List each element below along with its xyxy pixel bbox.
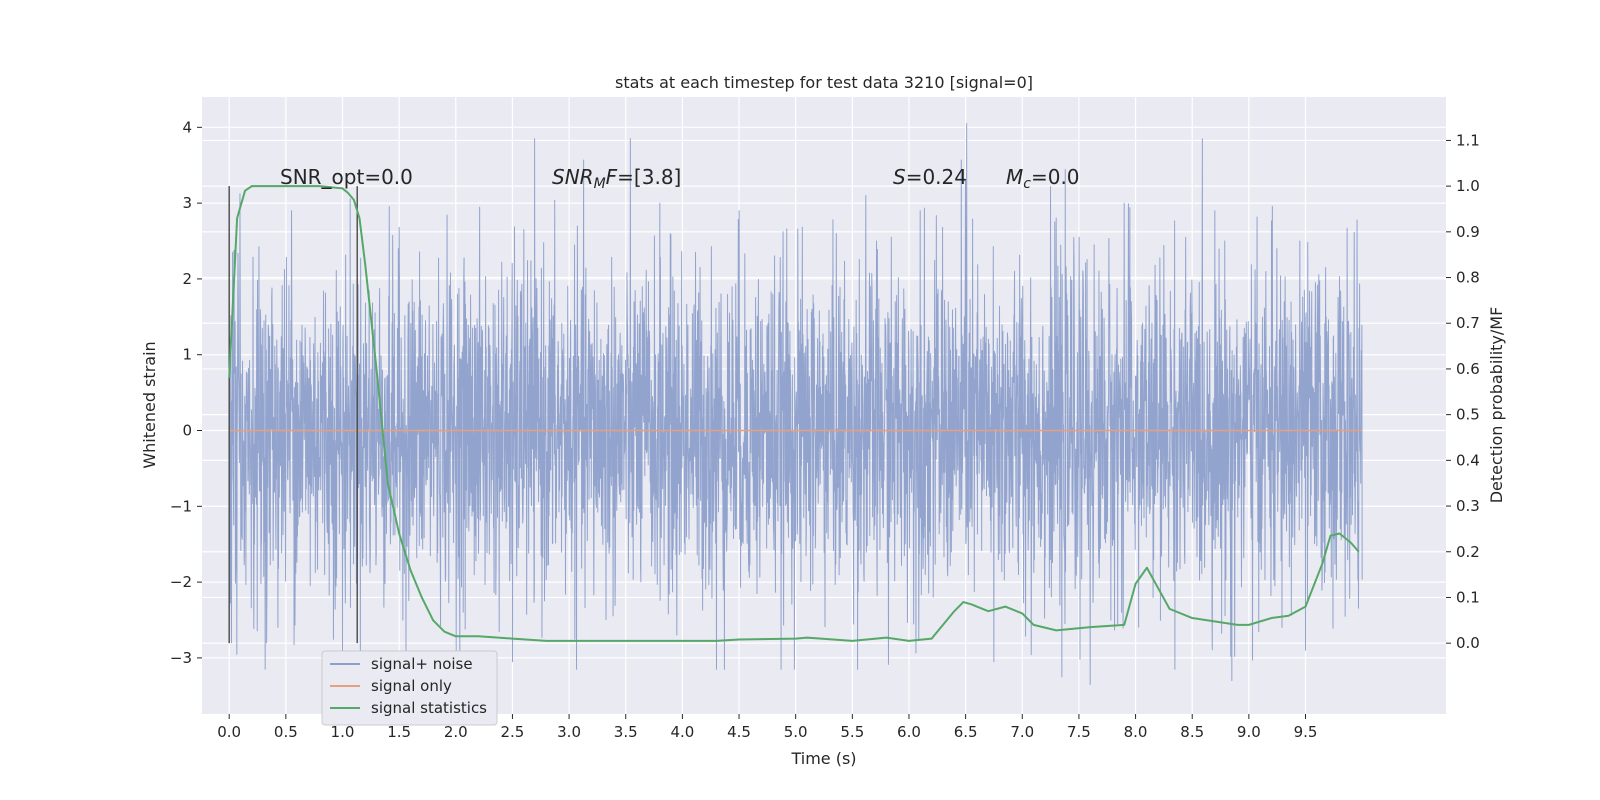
y-left-tick-label: 4: [182, 118, 192, 136]
x-tick-label: 3.5: [614, 723, 638, 741]
y-right-tick-label: 1.0: [1456, 177, 1480, 195]
y-right-tick-label: 0.2: [1456, 543, 1480, 561]
annotation-s: S=0.24: [893, 165, 967, 189]
legend-label-signal-noise: signal+ noise: [371, 655, 473, 673]
legend-label-signal-only: signal only: [371, 677, 452, 695]
legend-box: [321, 650, 498, 726]
y-left-axis-ticks: −3 −2 −1 0 1 2 3 4: [170, 118, 202, 667]
annotation-snr-opt: SNR_opt=0.0: [280, 165, 413, 189]
signal-statistics-line: [228, 185, 1360, 642]
x-tick-label: 3.0: [557, 723, 581, 741]
signal-noise-series: [228, 123, 1363, 685]
y-right-axis-ticks: 0.0 0.1 0.2 0.3 0.4 0.5 0.6 0.7 0.8 0.9 1.0 1.1: [1446, 131, 1480, 652]
y-left-tick-label: 3: [182, 194, 192, 212]
signal-noise-line: [228, 123, 1363, 685]
x-tick-label: 8.5: [1180, 723, 1204, 741]
annotation-mc: Mc=0.0: [1006, 165, 1080, 192]
chart-title: stats at each timestep for test data 321…: [615, 73, 1033, 92]
x-tick-label: 1.5: [387, 723, 411, 741]
y-right-tick-label: 0.4: [1456, 451, 1480, 469]
y-left-tick-label: 0: [182, 422, 192, 440]
y-right-tick-label: 0.1: [1456, 588, 1480, 606]
x-tick-label: 9.0: [1237, 723, 1261, 741]
y-right-tick-label: 0.6: [1456, 360, 1480, 378]
x-tick-label: 9.5: [1294, 723, 1318, 741]
annotation-snr-mf: SNRMF=[3.8]: [552, 165, 681, 192]
y-left-tick-label: −1: [170, 497, 192, 515]
y-right-tick-label: 1.1: [1456, 131, 1480, 149]
x-tick-label: 2.0: [444, 723, 468, 741]
y-right-tick-label: 0.7: [1456, 314, 1480, 332]
vertical-markers: [228, 186, 358, 644]
y-right-tick-label: 0.8: [1456, 269, 1480, 287]
x-tick-label: 6.0: [897, 723, 921, 741]
x-axis-label: Time (s): [790, 749, 856, 768]
x-tick-label: 4.5: [727, 723, 751, 741]
x-tick-label: 7.0: [1010, 723, 1034, 741]
x-tick-label: 4.0: [670, 723, 694, 741]
x-tick-label: 0.0: [217, 723, 241, 741]
y-left-tick-label: −3: [170, 649, 192, 667]
legend-label-signal-statistics: signal statistics: [371, 699, 487, 717]
legend: signal+ noise signal only signal statist…: [321, 650, 498, 726]
x-tick-label: 8.0: [1124, 723, 1148, 741]
x-tick-label: 7.5: [1067, 723, 1091, 741]
x-tick-label: 6.5: [954, 723, 978, 741]
x-tick-label: 2.5: [501, 723, 525, 741]
x-axis-ticks: 0.0 0.5 1.0 1.5 2.0 2.5 3.0 3.5 4.0 4.5 5.0 5.5 6.0 6…: [217, 714, 1317, 741]
y-left-tick-label: −2: [170, 573, 192, 591]
y-left-axis-label: Whitened strain: [140, 341, 159, 468]
x-tick-label: 1.0: [331, 723, 355, 741]
x-tick-label: 5.5: [840, 723, 864, 741]
x-tick-label: 0.5: [274, 723, 298, 741]
y-left-tick-label: 2: [182, 270, 192, 288]
y-left-tick-label: 1: [182, 346, 192, 364]
y-right-tick-label: 0.9: [1456, 223, 1480, 241]
signal-statistics-series: [228, 185, 1360, 642]
y-right-axis-label: Detection probability/MF: [1487, 307, 1506, 504]
y-right-tick-label: 0.3: [1456, 497, 1480, 515]
y-right-tick-label: 0.0: [1456, 634, 1480, 652]
y-right-tick-label: 0.5: [1456, 406, 1480, 424]
x-tick-label: 5.0: [784, 723, 808, 741]
